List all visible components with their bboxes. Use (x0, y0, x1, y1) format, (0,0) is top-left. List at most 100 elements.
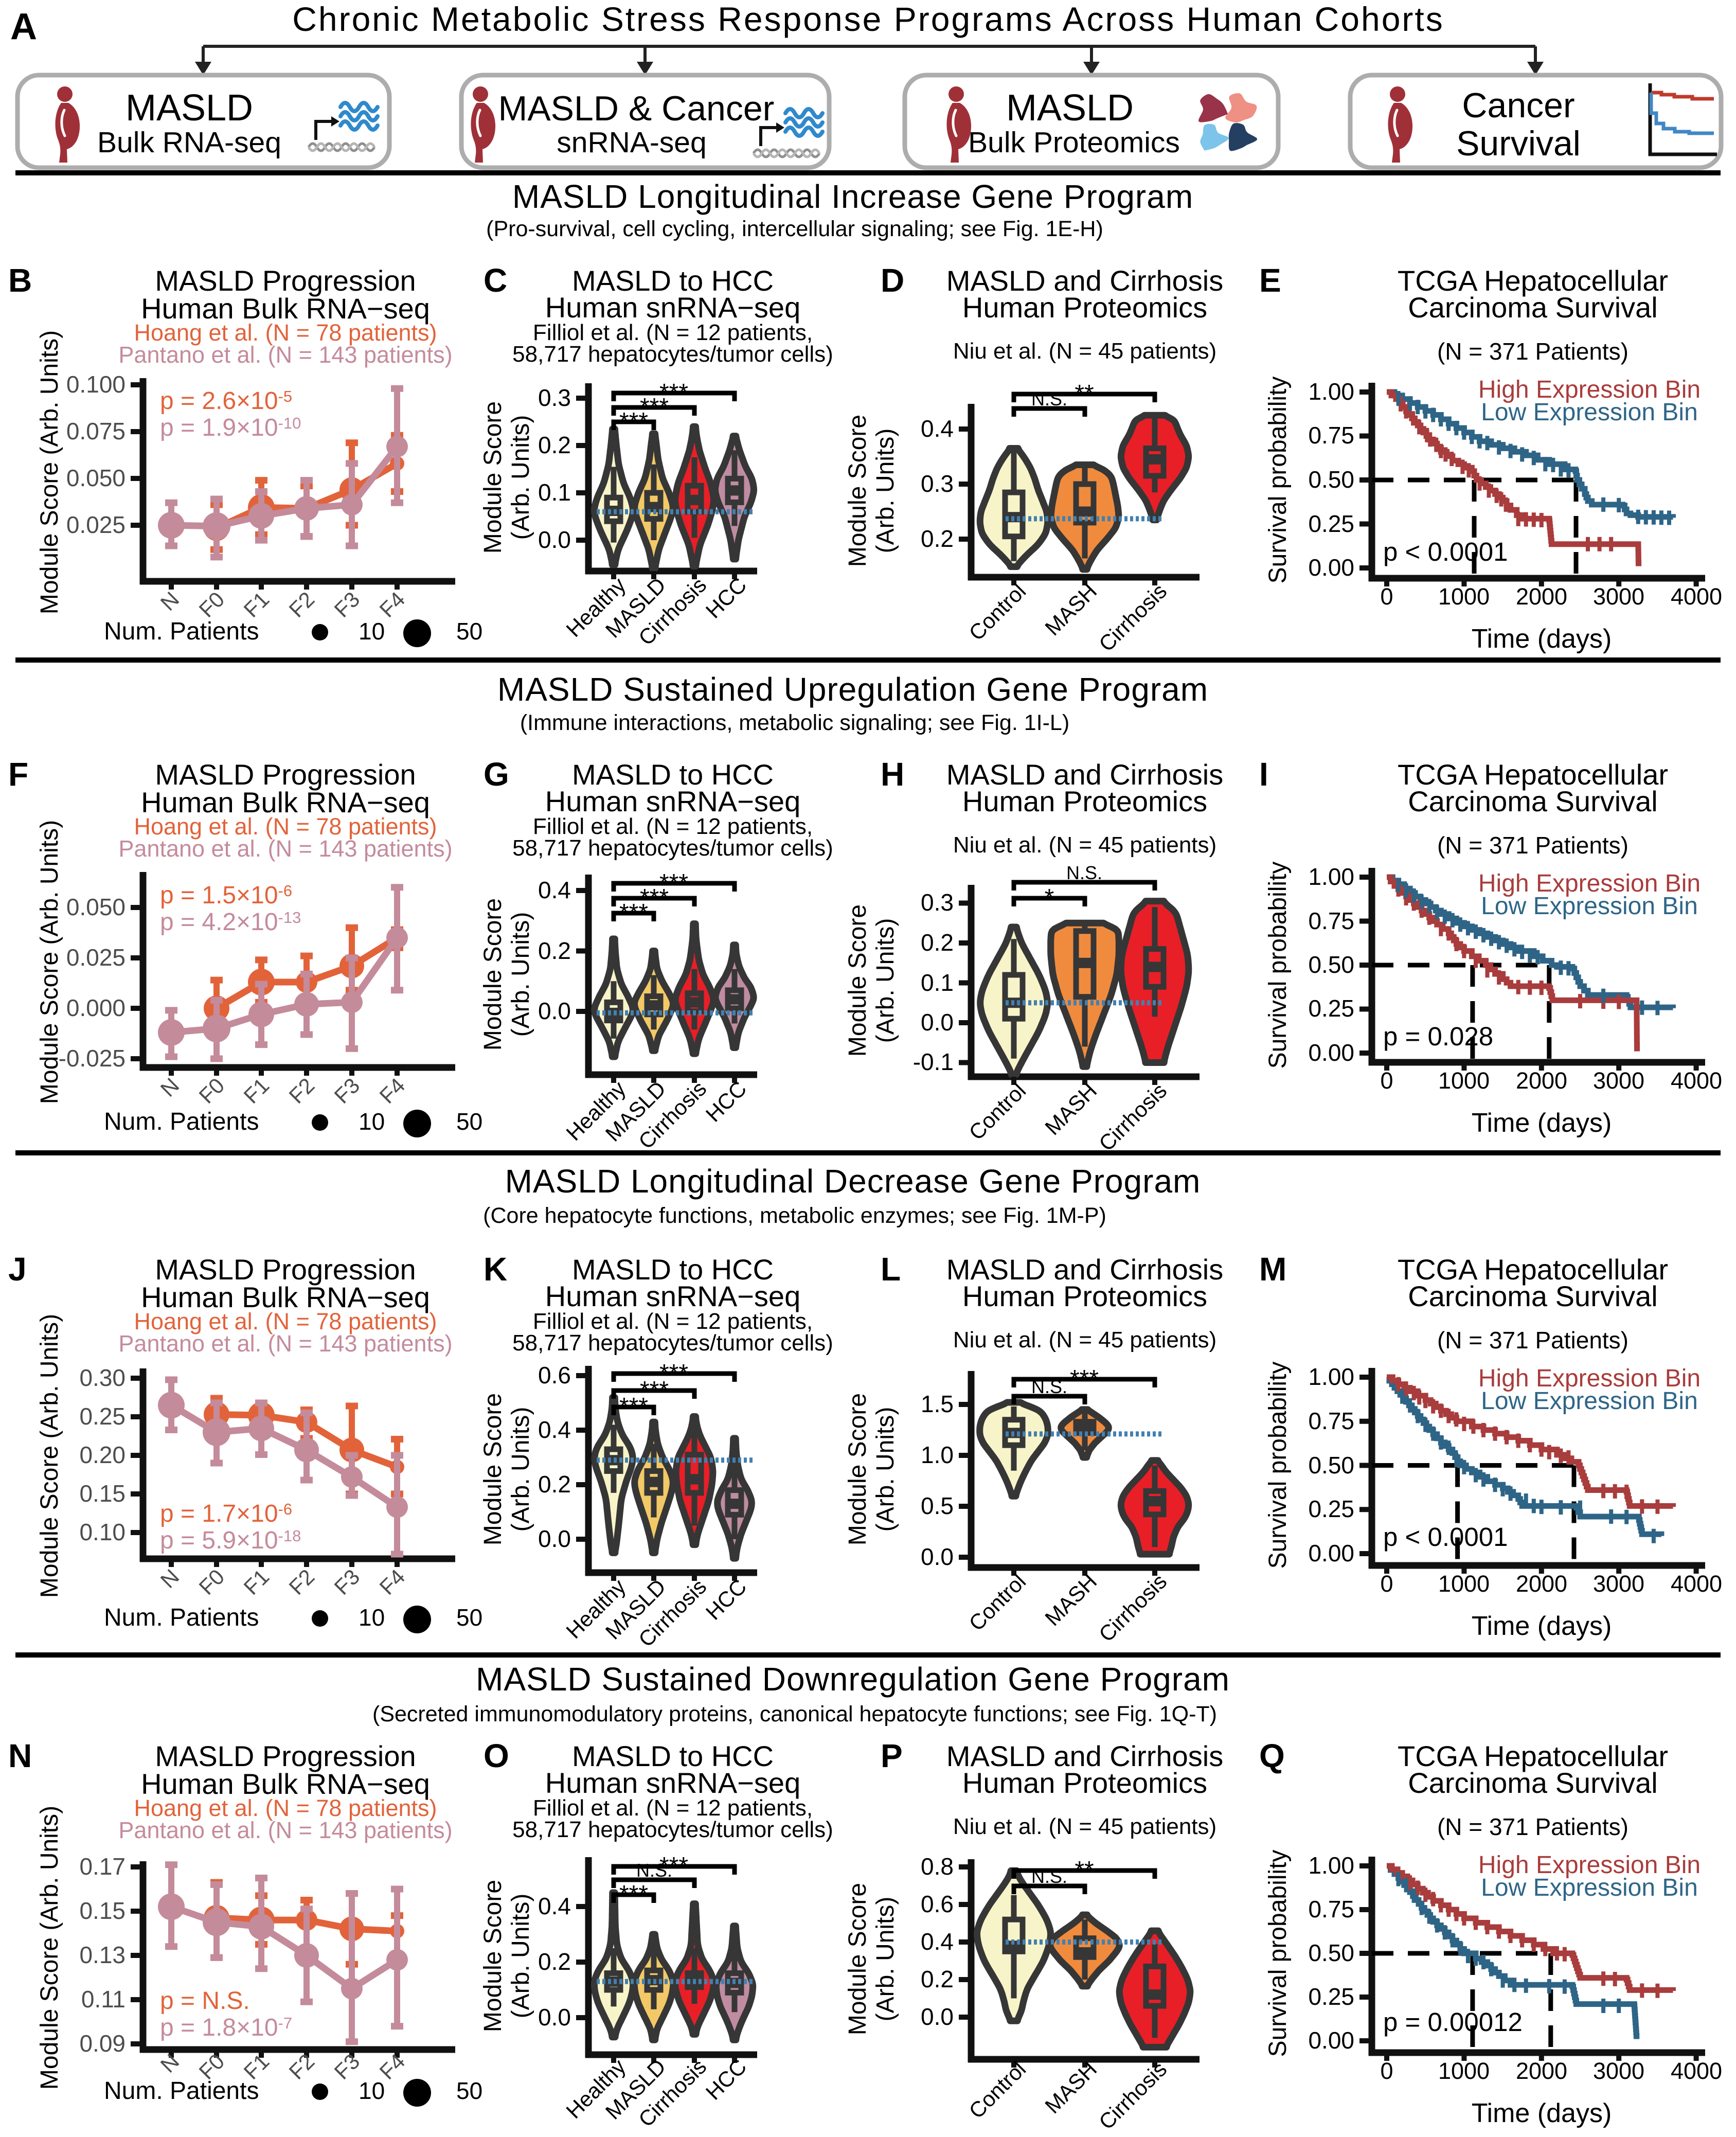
svg-text:3000: 3000 (1593, 1067, 1644, 1094)
svg-text:p = 1.9×10-10: p = 1.9×10-10 (160, 414, 301, 441)
svg-text:Low Expression Bin: Low Expression Bin (1481, 399, 1698, 426)
svg-text:G: G (484, 756, 509, 793)
svg-text:snRNA-seq: snRNA-seq (557, 126, 706, 159)
svg-text:0.4: 0.4 (538, 877, 571, 903)
svg-text:2000: 2000 (1516, 2058, 1567, 2084)
svg-text:C: C (484, 262, 507, 299)
svg-text:1.00: 1.00 (1308, 863, 1354, 890)
svg-text:0.09: 0.09 (79, 2030, 126, 2057)
svg-text:10: 10 (359, 618, 385, 645)
svg-text:Survival probability: Survival probability (1264, 1362, 1292, 1569)
svg-text:Carcinoma Survival: Carcinoma Survival (1408, 1767, 1658, 1799)
svg-text:Survival probability: Survival probability (1264, 377, 1292, 584)
svg-text:(Arb. Units): (Arb. Units) (507, 415, 534, 540)
svg-text:***: *** (659, 1853, 688, 1880)
svg-text:Survival probability: Survival probability (1264, 862, 1292, 1069)
svg-text:p < 0.0001: p < 0.0001 (1383, 1522, 1508, 1552)
svg-text:0.15: 0.15 (79, 1897, 126, 1924)
svg-text:0.17: 0.17 (79, 1853, 126, 1880)
svg-text:(Secreted immunomodulatory pro: (Secreted immunomodulatory proteins, can… (372, 1702, 1217, 1726)
svg-text:Pantano et al. (N = 143 patien: Pantano et al. (N = 143 patients) (118, 342, 452, 368)
svg-text:0: 0 (1380, 2058, 1393, 2084)
svg-text:Carcinoma Survival: Carcinoma Survival (1408, 785, 1658, 817)
svg-text:1000: 1000 (1438, 583, 1490, 610)
svg-text:0.2: 0.2 (538, 1948, 571, 1975)
svg-text:Hoang et al. (N = 78 patients): Hoang et al. (N = 78 patients) (134, 1308, 437, 1334)
svg-text:Module Score (Arb. Units): Module Score (Arb. Units) (36, 1314, 63, 1598)
svg-text:Filliol et al. (N = 12 patient: Filliol et al. (N = 12 patients, (533, 320, 813, 345)
svg-text:MASLD to HCC: MASLD to HCC (572, 1740, 774, 1772)
svg-text:1000: 1000 (1438, 2058, 1490, 2084)
svg-text:3000: 3000 (1593, 1571, 1644, 1597)
svg-text:10: 10 (359, 1108, 385, 1135)
svg-text:50: 50 (456, 618, 482, 645)
svg-text:0.75: 0.75 (1308, 422, 1354, 449)
svg-text:Hoang et al. (N = 78 patients): Hoang et al. (N = 78 patients) (134, 319, 437, 346)
svg-text:0.25: 0.25 (1308, 1983, 1354, 2010)
svg-text:0.000: 0.000 (66, 994, 126, 1021)
svg-text:***: *** (619, 408, 648, 435)
svg-text:H: H (881, 756, 904, 793)
svg-text:(Arb. Units): (Arb. Units) (872, 1897, 899, 2022)
svg-text:Human snRNA−seq: Human snRNA−seq (545, 291, 800, 324)
svg-text:0.75: 0.75 (1308, 1896, 1354, 1922)
svg-text:p = 1.7×10-6: p = 1.7×10-6 (160, 1500, 292, 1527)
svg-text:0.025: 0.025 (66, 944, 126, 971)
svg-text:Module Score (Arb. Units): Module Score (Arb. Units) (36, 820, 63, 1104)
svg-text:MASLD to HCC: MASLD to HCC (572, 1253, 774, 1286)
svg-text:0.00: 0.00 (1308, 1540, 1354, 1566)
svg-text:Low Expression Bin: Low Expression Bin (1481, 1874, 1698, 1901)
svg-text:58,717 hepatocytes/tumor cells: 58,717 hepatocytes/tumor cells) (512, 1817, 833, 1842)
svg-text:Human Bulk RNA−seq: Human Bulk RNA−seq (141, 1281, 430, 1313)
svg-text:0.50: 0.50 (1308, 1452, 1354, 1479)
svg-text:MASLD Progression: MASLD Progression (155, 758, 416, 791)
svg-text:1000: 1000 (1438, 1067, 1490, 1094)
svg-text:0.4: 0.4 (921, 415, 954, 442)
svg-text:MASLD Sustained Upregulation G: MASLD Sustained Upregulation Gene Progra… (497, 671, 1208, 708)
svg-text:MASLD and Cirrhosis: MASLD and Cirrhosis (946, 758, 1223, 791)
svg-text:(Core hepatocyte functions, me: (Core hepatocyte functions, metabolic en… (483, 1203, 1106, 1228)
svg-text:Human Proteomics: Human Proteomics (962, 1767, 1207, 1799)
svg-text:3000: 3000 (1593, 583, 1644, 610)
svg-text:(Arb. Units): (Arb. Units) (872, 429, 899, 554)
svg-text:0: 0 (1380, 1571, 1393, 1597)
svg-text:0.050: 0.050 (66, 465, 126, 491)
svg-text:***: *** (640, 884, 669, 912)
svg-text:MASLD: MASLD (126, 87, 253, 129)
svg-text:Human Proteomics: Human Proteomics (962, 785, 1207, 817)
svg-text:-0.1: -0.1 (913, 1048, 954, 1075)
svg-text:TCGA Hepatocellular: TCGA Hepatocellular (1398, 1253, 1668, 1286)
svg-text:F: F (8, 756, 28, 793)
svg-text:0: 0 (1380, 1067, 1393, 1094)
svg-text:58,717 hepatocytes/tumor cells: 58,717 hepatocytes/tumor cells) (512, 835, 833, 861)
svg-text:p = 1.5×10-6: p = 1.5×10-6 (160, 882, 292, 909)
svg-text:0.2: 0.2 (921, 525, 954, 552)
svg-text:Time (days): Time (days) (1472, 624, 1612, 654)
svg-text:Human Bulk RNA−seq: Human Bulk RNA−seq (141, 292, 430, 325)
svg-text:0.75: 0.75 (1308, 1408, 1354, 1434)
svg-text:Hoang et al. (N = 78 patients): Hoang et al. (N = 78 patients) (134, 1795, 437, 1821)
svg-text:Q: Q (1259, 1737, 1285, 1774)
svg-text:Pantano et al. (N = 143 patien: Pantano et al. (N = 143 patients) (118, 1330, 452, 1357)
svg-text:TCGA Hepatocellular: TCGA Hepatocellular (1398, 1740, 1668, 1772)
svg-text:0.8: 0.8 (921, 1853, 954, 1880)
svg-text:Low Expression Bin: Low Expression Bin (1481, 1387, 1698, 1415)
svg-text:***: *** (659, 1360, 688, 1387)
svg-text:Filliol et al. (N = 12 patient: Filliol et al. (N = 12 patients, (533, 1795, 813, 1821)
svg-text:***: *** (619, 1881, 648, 1908)
svg-text:***: *** (640, 394, 669, 421)
svg-text:Human snRNA−seq: Human snRNA−seq (545, 785, 800, 817)
svg-text:Num. Patients: Num. Patients (104, 1604, 259, 1631)
svg-text:N.S.: N.S. (636, 1860, 672, 1881)
svg-text:J: J (8, 1251, 27, 1288)
svg-text:(N = 371 Patients): (N = 371 Patients) (1437, 832, 1628, 859)
svg-text:K: K (484, 1251, 507, 1288)
svg-text:0.100: 0.100 (66, 371, 126, 398)
svg-text:0.10: 0.10 (79, 1519, 126, 1545)
svg-text:Filliol et al. (N = 12 patient: Filliol et al. (N = 12 patients, (533, 814, 813, 839)
svg-text:Human Proteomics: Human Proteomics (962, 291, 1207, 324)
svg-text:4000: 4000 (1671, 1067, 1722, 1094)
svg-text:Module Score: Module Score (479, 1393, 507, 1545)
svg-text:***: *** (659, 379, 688, 406)
svg-text:Human snRNA−seq: Human snRNA−seq (545, 1767, 800, 1799)
